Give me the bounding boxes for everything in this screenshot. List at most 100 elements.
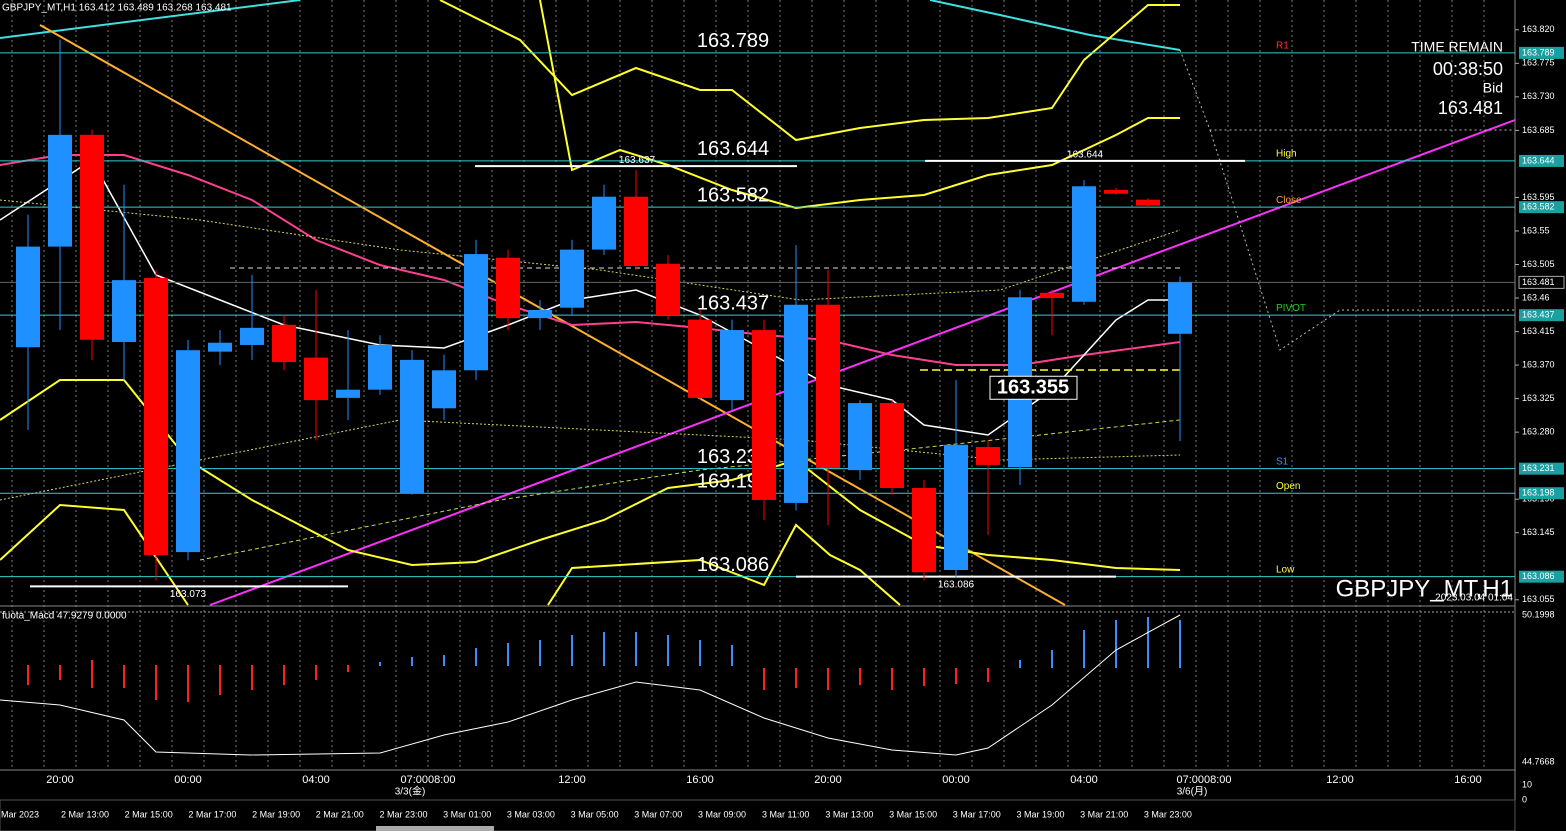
price-box-label: 163.582 <box>1522 202 1555 212</box>
time-label: 16:00 <box>1454 774 1482 786</box>
time-remain-label: TIME REMAIN <box>1411 39 1503 55</box>
y-tick-label: 163.370 <box>1522 359 1555 369</box>
candle-body <box>1104 189 1128 194</box>
bottom-time-label: 3 Mar 17:00 <box>953 809 1001 819</box>
scroll-thumb[interactable] <box>376 826 494 831</box>
bid-box <box>1518 275 1565 289</box>
bottom-time-label: 3 Mar 13:00 <box>825 809 873 819</box>
bid-label: Bid <box>1483 80 1503 96</box>
price-highlight-box <box>989 375 1078 400</box>
candle-body <box>848 403 872 471</box>
level-value: 163.644 <box>697 138 769 160</box>
extreme-label: 163.073 <box>170 589 207 600</box>
y-tick-label: 163.685 <box>1522 125 1555 135</box>
price-box <box>1519 154 1564 167</box>
bottom-time-label: 3 Mar 15:00 <box>889 809 937 819</box>
candle-body <box>624 196 648 266</box>
candle-body <box>1040 292 1064 299</box>
y-tick-label: 163.055 <box>1522 594 1555 604</box>
bottom-time-label: 2 Mar 15:00 <box>125 809 173 819</box>
y-tick-label: 163.145 <box>1522 527 1555 537</box>
symbol-info: GBPJPY_MT,H1 163.412 163.489 163.268 163… <box>2 3 232 14</box>
y-tick-label: 163.55 <box>1522 225 1550 235</box>
symbol-watermark: GBPJPY_MT,H1 <box>1336 575 1513 602</box>
candle-body <box>336 389 360 398</box>
time-label: 04:00 <box>302 774 330 786</box>
candle-body <box>464 254 488 371</box>
time-label: 07:0008:00 <box>1176 774 1231 786</box>
price-box <box>1519 462 1564 475</box>
candle-body <box>368 344 392 390</box>
level-value: 163.582 <box>697 184 769 206</box>
time-label: 20:00 <box>814 774 842 786</box>
macd-scale-label: 50.1998 <box>1522 609 1555 619</box>
bottom-time-label: 3 Mar 05:00 <box>571 809 619 819</box>
price-box-label: 163.789 <box>1522 47 1555 57</box>
bottom-scale-label: 0 <box>1522 794 1527 804</box>
macd-histogram-down <box>27 660 989 702</box>
extreme-label: 163.637 <box>619 155 656 166</box>
candle-body <box>304 357 328 401</box>
candle-body <box>208 342 232 352</box>
candle-body <box>112 280 136 342</box>
y-tick-label: 163.46 <box>1522 292 1550 302</box>
price-box-label: 163.437 <box>1522 310 1555 320</box>
macd-info: fuota_Macd 47.9279 0.0000 <box>2 611 127 622</box>
candle-body <box>432 370 456 409</box>
level-name: High <box>1276 149 1297 160</box>
time-label: 20:00 <box>46 774 74 786</box>
candle-body <box>1072 186 1096 302</box>
candle-body <box>1168 282 1192 334</box>
price-box <box>1519 46 1564 59</box>
y-tick-label: 163.505 <box>1522 259 1555 269</box>
bottom-scroll-bar <box>0 799 1516 831</box>
candle-body <box>80 134 104 340</box>
time-label: 16:00 <box>686 774 714 786</box>
time-label: 12:00 <box>558 774 586 786</box>
candle-body <box>16 246 40 348</box>
price-box-label: 163.198 <box>1522 488 1555 498</box>
bid-value: 163.481 <box>1438 98 1503 118</box>
y-tick-label: 163.415 <box>1522 326 1555 336</box>
timestamp: 2023.03.04 01:04 <box>1435 593 1513 604</box>
bottom-time-label: 2 Mar 17:00 <box>188 809 236 819</box>
candle-body <box>528 309 552 319</box>
y-tick-label: 163.775 <box>1522 58 1555 68</box>
bottom-time-label: 3 Mar 19:00 <box>1016 809 1064 819</box>
price-highlight: 163.355 <box>997 377 1069 399</box>
price-box-label: 163.086 <box>1522 571 1555 581</box>
candle-body <box>656 263 680 316</box>
bottom-time-label: 2 Mar 23:00 <box>379 809 427 819</box>
candle-body <box>688 319 712 398</box>
date-label: 3/3(金) <box>395 785 426 798</box>
candle-body <box>1136 199 1160 206</box>
candle-body <box>560 249 584 308</box>
price-box <box>1519 487 1564 500</box>
bid-box-label: 163.481 <box>1522 277 1555 287</box>
bottom-time-label: 3 Mar 09:00 <box>698 809 746 819</box>
y-tick-label: 163.325 <box>1522 393 1555 403</box>
bottom-time-label: 3 Mar 03:00 <box>507 809 555 819</box>
bottom-time-label: 2 Mar 19:00 <box>252 809 300 819</box>
bottom-time-label: 2 Mar 13:00 <box>61 809 109 819</box>
price-box-label: 163.231 <box>1522 463 1555 473</box>
level-value: 163.789 <box>697 30 769 52</box>
candle-body <box>816 304 840 468</box>
extreme-label: 163.644 <box>1067 150 1104 161</box>
candle-body <box>784 304 808 503</box>
candle-body <box>240 327 264 345</box>
candle-body <box>176 350 200 553</box>
bottom-scale-label: 10 <box>1522 779 1532 789</box>
candle-body <box>880 403 904 489</box>
candle-body <box>400 359 424 494</box>
bottom-time-label: 3 Mar 07:00 <box>634 809 682 819</box>
y-tick-label: 163.820 <box>1522 24 1555 34</box>
time-label: 00:00 <box>174 774 202 786</box>
level-value: 163.198 <box>697 471 769 493</box>
level-name: R1 <box>1276 41 1289 52</box>
level-name: PIVOT <box>1276 303 1306 314</box>
vertical-grid <box>11 0 1485 770</box>
time-label: 00:00 <box>942 774 970 786</box>
